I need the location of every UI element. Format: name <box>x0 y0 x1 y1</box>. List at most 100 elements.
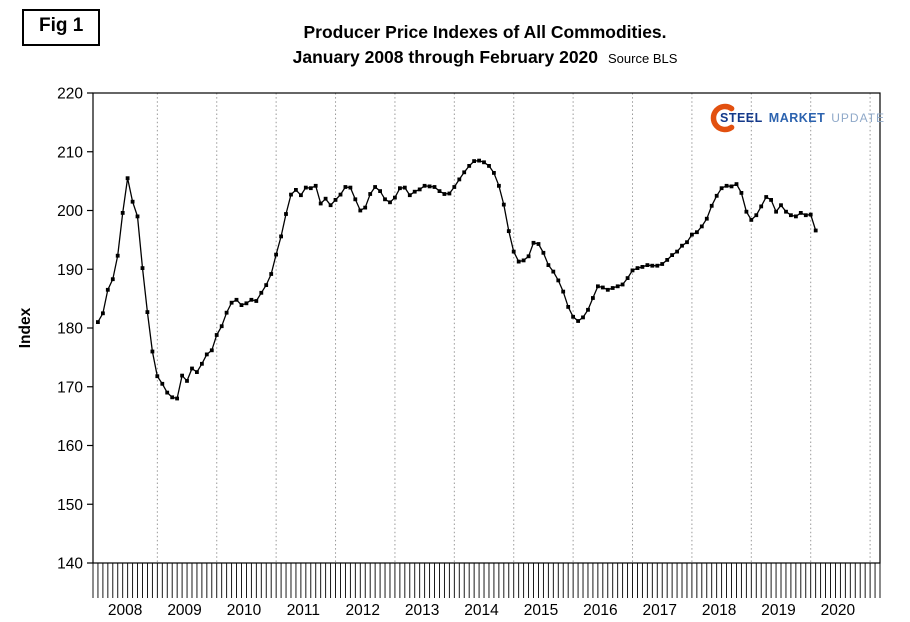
data-point-marker <box>774 209 778 214</box>
data-point-marker <box>269 272 274 276</box>
data-point-marker <box>393 195 397 200</box>
data-point-marker <box>620 282 625 287</box>
data-point-marker <box>244 301 249 306</box>
data-point-marker <box>289 192 293 197</box>
data-point-marker <box>704 216 709 221</box>
data-point-marker <box>170 395 175 400</box>
figure-label: Fig 1 <box>39 15 84 36</box>
data-point-marker <box>214 333 219 337</box>
data-point-marker <box>412 189 417 194</box>
data-point-marker <box>284 212 288 216</box>
year-label: 2008 <box>108 602 142 619</box>
data-point-marker <box>195 370 199 374</box>
data-point-marker <box>709 203 714 208</box>
year-label: 2015 <box>524 602 558 619</box>
data-point-marker <box>417 187 422 192</box>
y-tick-label: 220 <box>57 86 83 103</box>
data-point-marker <box>190 366 194 371</box>
data-point-marker <box>110 277 115 282</box>
data-point-marker <box>437 189 442 193</box>
data-point-marker <box>105 287 110 292</box>
data-point-marker <box>695 230 699 235</box>
data-point-marker <box>487 164 491 168</box>
data-point-marker <box>115 253 120 258</box>
data-point-marker <box>160 381 165 386</box>
data-point-marker <box>561 289 566 294</box>
data-point-marker <box>581 315 585 320</box>
data-point-marker <box>150 349 155 354</box>
data-point-marker <box>516 259 521 264</box>
data-point-marker <box>472 159 476 163</box>
data-point-marker <box>219 324 224 329</box>
data-point-marker <box>571 314 575 319</box>
data-point-marker <box>794 214 798 219</box>
year-label: 2019 <box>761 602 795 619</box>
chart-subtitle: January 2008 through February 2020 <box>292 46 599 67</box>
data-point-marker <box>749 218 754 222</box>
steel-market-update-logo: STEEL MARKET UPDATE <box>708 102 885 134</box>
data-point-marker <box>432 185 437 189</box>
data-point-marker <box>299 193 303 198</box>
data-point-marker <box>180 373 184 378</box>
data-point-marker <box>754 213 759 218</box>
data-point-marker <box>447 191 452 196</box>
data-point-marker <box>729 184 734 189</box>
month-tick-comb <box>92 563 881 598</box>
data-point-marker <box>407 193 412 198</box>
data-point-marker <box>383 197 387 202</box>
y-axis: 220 210 200 190 180 170 160 150 140 <box>57 86 93 573</box>
logo-text-steel: STEEL <box>720 111 763 125</box>
data-point-marker <box>670 253 674 257</box>
data-point-marker <box>398 186 402 191</box>
data-point-marker <box>200 361 204 366</box>
data-point-marker <box>650 263 655 268</box>
logo-swoosh-path <box>710 103 735 133</box>
data-point-marker <box>120 211 125 215</box>
data-point-marker <box>813 228 818 233</box>
data-point-marker <box>482 160 486 165</box>
data-point-marker <box>492 171 496 175</box>
data-point-marker <box>660 262 665 266</box>
data-point-marker <box>328 203 333 208</box>
data-point-marker <box>591 296 595 300</box>
y-tick-label: 160 <box>57 438 83 455</box>
year-label: 2018 <box>702 602 736 619</box>
data-point-marker <box>739 191 744 195</box>
data-point-marker <box>645 263 650 267</box>
data-point-marker <box>551 269 556 274</box>
y-tick-label: 190 <box>57 262 83 279</box>
data-point-marker <box>308 186 313 191</box>
data-point-marker <box>685 240 689 245</box>
data-point-marker <box>714 193 719 198</box>
data-point-marker <box>506 229 511 233</box>
data-point-marker <box>724 183 729 188</box>
year-label: 2009 <box>167 602 201 619</box>
data-point-marker <box>264 283 269 287</box>
data-point-marker <box>586 307 590 312</box>
data-point-marker <box>808 212 813 217</box>
year-label: 2014 <box>464 602 499 619</box>
data-point-marker <box>803 213 808 218</box>
data-point-marker <box>690 232 694 237</box>
data-point-marker <box>680 243 684 248</box>
chart-title-block: Producer Price Indexes of All Commoditie… <box>90 22 880 69</box>
data-point-marker <box>610 286 615 290</box>
data-point-marker <box>600 285 605 290</box>
data-point-marker <box>576 319 580 323</box>
data-point-marker <box>378 189 382 193</box>
data-point-marker <box>769 198 773 202</box>
data-point-marker <box>759 204 764 209</box>
data-point-marker <box>734 182 739 186</box>
data-point-marker <box>640 265 645 269</box>
data-point-marker <box>665 258 670 262</box>
data-point-marker <box>239 303 244 307</box>
data-point-marker <box>155 374 160 379</box>
data-point-marker <box>536 242 541 246</box>
chart-source: Source BLS <box>608 50 678 66</box>
data-point-marker <box>521 258 526 263</box>
data-point-marker <box>452 185 457 189</box>
data-point-marker <box>497 183 501 188</box>
year-label: 2017 <box>642 602 676 619</box>
data-point-marker <box>457 177 462 182</box>
